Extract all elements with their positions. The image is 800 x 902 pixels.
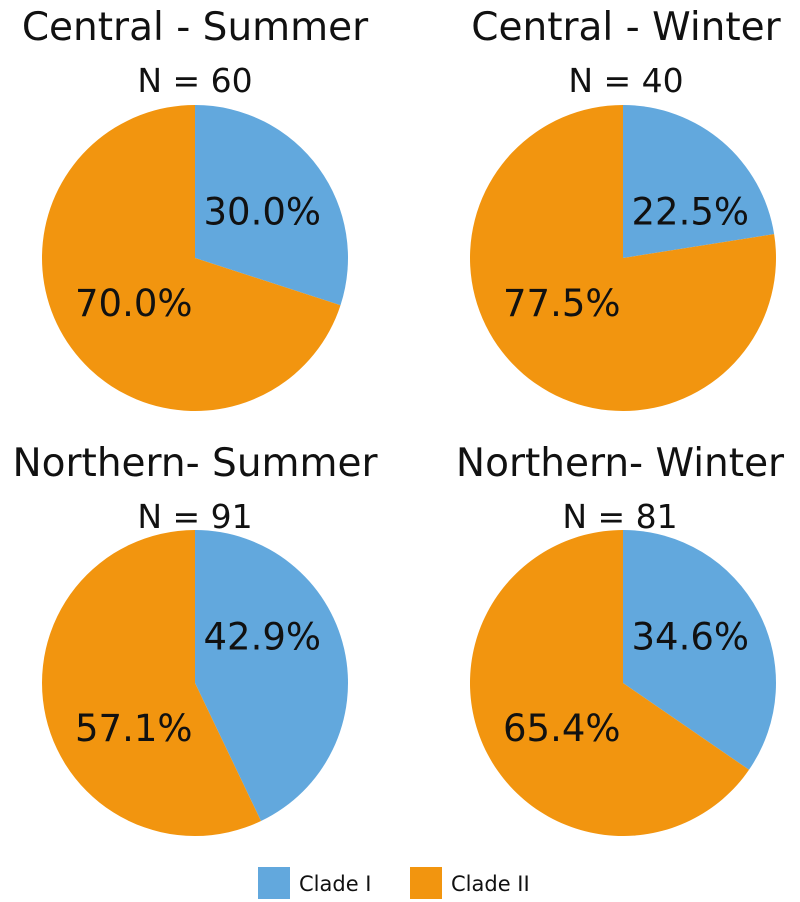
pie-panel-northern-winter: Northern- Winter N = 81 34.6% 65.4% [456, 441, 785, 836]
slice-label-clade-i: 30.0% [204, 190, 322, 233]
sample-size-label: N = 81 [562, 497, 677, 536]
slice-label-clade-ii: 70.0% [75, 282, 193, 325]
slice-label-clade-i: 42.9% [204, 615, 322, 658]
slice-label-clade-i: 34.6% [632, 615, 750, 658]
pie-panel-central-winter: Central - Winter N = 40 22.5% 77.5% [470, 5, 782, 412]
legend-label-clade-ii: Clade II [451, 872, 530, 896]
legend: Clade I Clade II [258, 867, 530, 899]
legend-swatch-clade-i [258, 867, 290, 899]
slice-label-clade-ii: 57.1% [75, 707, 193, 750]
pie-slice-clade-ii [469, 530, 749, 836]
sample-size-label: N = 60 [137, 61, 252, 100]
legend-label-clade-i: Clade I [299, 872, 372, 896]
chart-title: Northern- Winter [456, 441, 785, 486]
sample-size-label: N = 40 [568, 61, 683, 100]
chart-title: Central - Summer [22, 5, 369, 50]
pie-slice-clade-i [623, 530, 776, 770]
slice-label-clade-ii: 77.5% [503, 282, 621, 325]
slice-label-clade-ii: 65.4% [503, 707, 621, 750]
sample-size-label: N = 91 [137, 497, 252, 536]
pie-slice-clade-ii [41, 105, 341, 411]
chart-title: Northern- Summer [12, 441, 378, 486]
slice-label-clade-i: 22.5% [632, 190, 750, 233]
pie-slice-clade-i [195, 530, 349, 822]
chart-title: Central - Winter [471, 5, 781, 50]
legend-swatch-clade-ii [410, 867, 442, 899]
pie-slice-clade-ii [42, 530, 262, 837]
pie-slice-clade-i [195, 105, 348, 306]
pie-panel-central-summer: Central - Summer N = 60 30.0% 70.0% [22, 5, 369, 411]
pie-slice-clade-i [623, 105, 775, 258]
pie-panel-northern-summer: Northern- Summer N = 91 42.9% 57.1% [12, 441, 379, 837]
pie-slice-clade-ii [470, 105, 777, 412]
